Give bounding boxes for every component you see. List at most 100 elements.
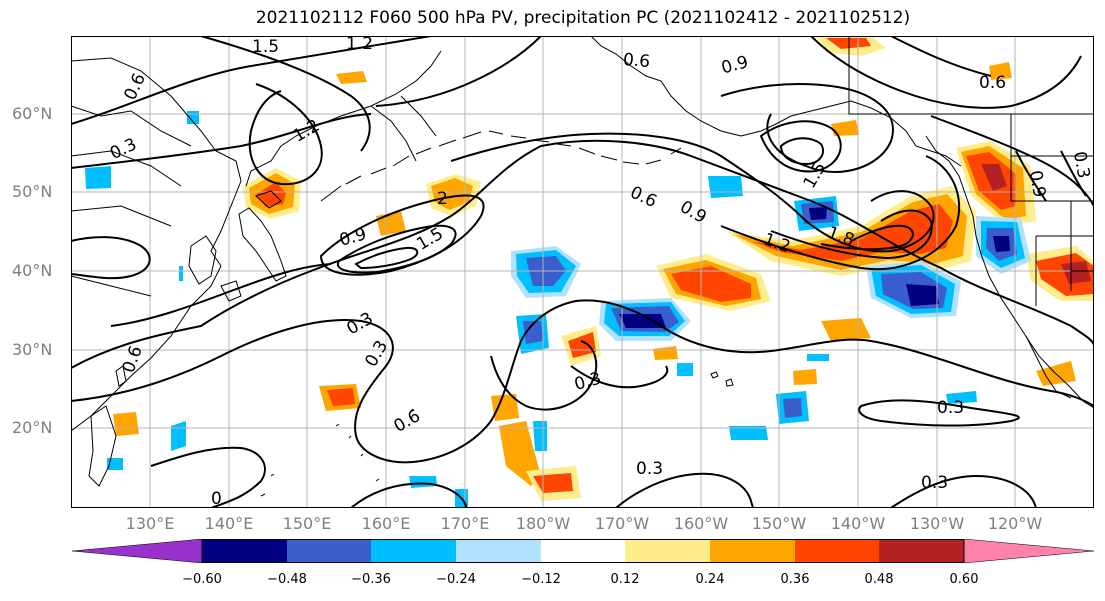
colorbar-tick: 0.24	[695, 572, 725, 587]
colorbar-tick: 0.36	[780, 572, 810, 587]
colorbar-tick: −0.12	[521, 572, 561, 587]
precip-positive-area	[499, 421, 541, 486]
lon-label-180w: 180°W	[515, 514, 571, 533]
colorbar-tick: −0.60	[182, 572, 222, 587]
precip-positive-area	[491, 394, 519, 421]
pv-contour	[1015, 150, 1047, 202]
coastlines	[71, 36, 1094, 497]
precipitation-shading	[85, 36, 1094, 508]
precip-positive-area	[327, 388, 355, 406]
pv-contour-label: 0.6	[622, 50, 651, 72]
lat-label-60n: 60°N	[12, 104, 53, 123]
precip-negative-area	[619, 314, 666, 328]
pv-contour	[570, 365, 669, 389]
pv-contour	[375, 36, 542, 107]
precip-negative-area	[809, 207, 827, 220]
pv-contour-label: 0	[211, 489, 222, 508]
precip-positive-area	[336, 71, 367, 84]
pv-contour	[858, 399, 1020, 427]
pv-contour	[890, 36, 992, 77]
colorbar-segment	[879, 539, 964, 563]
pv-contour	[820, 224, 914, 251]
lon-label-150w: 150°W	[751, 514, 807, 533]
colorbar-tick: −0.48	[267, 572, 307, 587]
colorbar-segment	[287, 539, 372, 563]
precip-negative-area	[946, 391, 977, 404]
precip-positive-area	[1061, 261, 1091, 284]
coastline-alaska-panhandle	[925, 135, 974, 217]
coastline-hokkaido	[255, 190, 282, 209]
colorbar-segment	[202, 539, 287, 563]
lon-label-130w: 130°W	[909, 514, 965, 533]
coastline-asia-interior	[71, 105, 192, 297]
precip-positive-area	[793, 369, 817, 385]
pv-contours	[71, 36, 1094, 508]
precip-negative-area	[993, 236, 1010, 252]
precip-negative-area	[783, 398, 802, 418]
coastline-north-america-west	[972, 215, 1094, 409]
pv-contour	[720, 155, 961, 271]
coastline-hawaii	[710, 371, 734, 387]
pv-contour	[759, 120, 842, 173]
precip-negative-area	[533, 421, 547, 451]
coastline-korea	[188, 235, 217, 285]
pv-contour-label: 2	[437, 189, 448, 209]
coastline-kuril-aleutian	[320, 130, 682, 202]
pv-contour	[615, 472, 754, 508]
pv-contour	[71, 113, 372, 169]
precip-negative-area	[729, 426, 768, 440]
lon-label-170e: 170°E	[440, 514, 490, 533]
lon-label-150e: 150°E	[282, 514, 332, 533]
precip-negative-area	[409, 476, 437, 488]
colorbar-tick: 0.48	[864, 572, 894, 587]
precip-negative-area	[677, 363, 693, 376]
colorbar-segment	[541, 539, 626, 563]
lon-label-160e: 160°E	[361, 514, 411, 533]
colorbar-tick: −0.24	[436, 572, 476, 587]
coastline-japan-kyushu	[220, 280, 242, 302]
precip-positive-area	[751, 204, 953, 261]
lon-label-130e: 130°E	[125, 514, 175, 533]
graticule	[71, 36, 1094, 508]
colorbar-segment	[371, 539, 456, 563]
precip-positive-area	[431, 178, 473, 210]
pv-contour	[150, 446, 266, 508]
pv-contour	[350, 482, 467, 508]
precip-positive-area	[256, 182, 286, 207]
precip-negative-area	[179, 266, 183, 281]
pv-contour	[490, 340, 598, 411]
pv-contour	[890, 474, 1037, 508]
pv-contour	[779, 137, 825, 166]
pv-contour-label: 0.3	[937, 398, 964, 418]
pv-contour	[336, 224, 457, 274]
chart-title: 2021102112 F060 500 hPa PV, precipitatio…	[255, 8, 911, 28]
colorbar-segment	[456, 539, 541, 563]
pv-contour	[200, 36, 371, 152]
precip-negative-area	[906, 284, 939, 306]
pv-contour	[110, 263, 332, 327]
colorbar-extend-low	[72, 539, 203, 563]
precip-positive-area	[989, 62, 1012, 80]
pv-contour-label: 0.6	[979, 73, 1006, 93]
precip-positive-area	[831, 120, 859, 136]
colorbar-extend-high	[963, 539, 1095, 563]
pv-contour	[354, 246, 419, 270]
pv-contour	[71, 236, 151, 280]
lon-label-160w: 160°W	[673, 514, 729, 533]
precip-negative-area	[85, 166, 111, 189]
pv-contour-label: 0.3	[1069, 150, 1093, 180]
pv-contour	[1060, 150, 1087, 197]
coastline-alaska	[590, 36, 962, 167]
pv-contour	[450, 132, 935, 253]
lat-label-50n: 50°N	[12, 182, 53, 201]
precip-negative-area	[523, 321, 543, 344]
colorbar	[72, 539, 1095, 563]
pv-contour	[770, 209, 933, 260]
pv-contour-label: 0.3	[636, 459, 663, 479]
precip-positive-area	[981, 164, 1007, 191]
colorbar-tick: 0.12	[610, 572, 640, 587]
pv-contour	[319, 194, 485, 276]
pv-contour	[248, 83, 323, 186]
lat-label-40n: 40°N	[12, 261, 53, 280]
lon-label-170w: 170°W	[594, 514, 650, 533]
